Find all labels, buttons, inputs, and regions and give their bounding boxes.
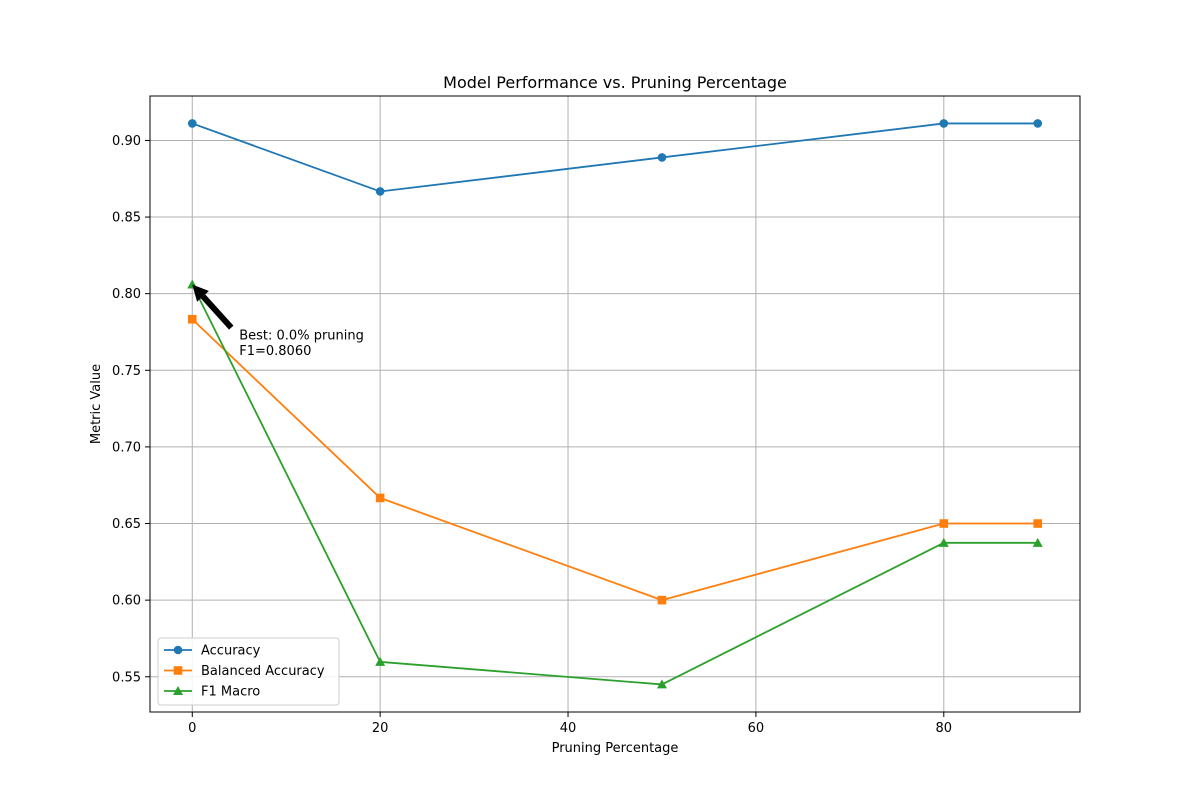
legend: Accuracy Balanced Accuracy F1 Macro bbox=[157, 637, 340, 706]
y-tick-label: 0.55 bbox=[112, 670, 141, 685]
plot-frame bbox=[149, 95, 1081, 713]
x-axis-label: Pruning Percentage bbox=[552, 741, 679, 756]
legend-marker bbox=[173, 666, 183, 675]
data-point-balanced-accuracy bbox=[375, 493, 385, 503]
series-balanced-accuracy bbox=[187, 314, 1043, 605]
x-tick-label: 60 bbox=[748, 721, 765, 736]
legend-item-f1-macro: F1 Macro bbox=[164, 685, 260, 700]
annotation-arrow-head bbox=[192, 284, 209, 302]
legend-marker bbox=[173, 686, 183, 695]
x-tick-label: 80 bbox=[936, 721, 953, 736]
y-tick-label: 0.65 bbox=[112, 517, 141, 532]
legend-label: Balanced Accuracy bbox=[201, 664, 325, 679]
data-point-f1-macro bbox=[1032, 537, 1043, 547]
legend-label: Accuracy bbox=[201, 644, 261, 659]
legend-box bbox=[157, 637, 340, 706]
data-point-balanced-accuracy bbox=[657, 595, 667, 605]
chart-title: Model Performance vs. Pruning Percentage bbox=[443, 73, 787, 92]
legend-label: F1 Macro bbox=[201, 685, 260, 700]
x-tick-label: 40 bbox=[560, 721, 577, 736]
annotation-arrow-shaft bbox=[200, 294, 234, 330]
annotation-text-line: F1=0.8060 bbox=[239, 344, 311, 359]
data-point-accuracy bbox=[187, 119, 197, 128]
annotation-text-line: Best: 0.0% pruning bbox=[239, 329, 364, 344]
series-f1-macro bbox=[187, 279, 1043, 689]
ticks: 0 20 40 60 80 0.55 0.60 0.65 0.70 0.75 0.80 0.85 0.9… bbox=[112, 134, 952, 736]
data-point-balanced-accuracy bbox=[187, 314, 197, 324]
legend-item-accuracy: Accuracy bbox=[164, 644, 261, 659]
y-tick-label: 0.85 bbox=[112, 211, 141, 226]
grid bbox=[150, 96, 1080, 712]
data-point-accuracy bbox=[657, 153, 667, 162]
y-tick-label: 0.60 bbox=[112, 594, 141, 609]
y-tick-label: 0.80 bbox=[112, 287, 141, 302]
data-point-accuracy bbox=[939, 119, 949, 128]
data-point-balanced-accuracy bbox=[939, 519, 949, 528]
series-layer bbox=[187, 119, 1043, 689]
data-point-balanced-accuracy bbox=[1033, 519, 1043, 528]
data-point-f1-macro bbox=[375, 656, 386, 666]
y-tick-label: 0.75 bbox=[112, 364, 141, 379]
legend-marker bbox=[173, 645, 183, 655]
x-tick-label: 20 bbox=[372, 721, 389, 736]
x-tick-label: 0 bbox=[188, 721, 196, 736]
y-tick-label: 0.70 bbox=[112, 440, 141, 455]
data-point-accuracy bbox=[375, 187, 385, 196]
legend-item-balanced-accuracy: Balanced Accuracy bbox=[164, 664, 325, 679]
y-axis-label: Metric Value bbox=[89, 364, 104, 444]
data-point-f1-macro bbox=[938, 537, 949, 547]
data-point-f1-macro bbox=[656, 679, 667, 689]
data-point-accuracy bbox=[1033, 119, 1043, 128]
series-accuracy bbox=[187, 119, 1043, 196]
y-tick-label: 0.90 bbox=[112, 134, 141, 149]
